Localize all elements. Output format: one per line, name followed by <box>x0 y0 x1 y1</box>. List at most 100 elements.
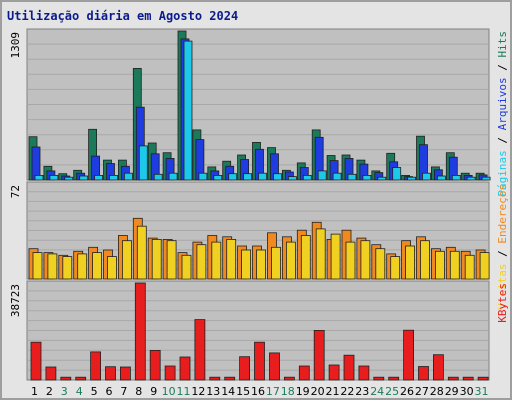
x-tick-label-day-19: 19 <box>296 385 310 398</box>
bar-pginas-day-13 <box>213 174 223 181</box>
bar-visitas-day-30 <box>464 254 475 280</box>
bar-kbytes-day-20 <box>313 329 325 381</box>
bar-visitas-day-27 <box>420 240 430 280</box>
bar-visitas-day-10 <box>166 240 177 280</box>
x-tick-label-day-18: 18 <box>281 385 295 398</box>
x-tick-label-day-4: 4 <box>76 385 83 398</box>
x-tick-label-day-9: 9 <box>150 385 157 398</box>
legend-kbytes: KBytes <box>496 283 509 323</box>
bar-pginas-day-25 <box>392 167 402 181</box>
bar-kbytes-day-11 <box>179 356 191 381</box>
x-tick-label-day-3: 3 <box>61 385 68 398</box>
panel-1-y-max-label: 72 <box>9 185 22 198</box>
bar-kbytes-day-24 <box>373 376 385 381</box>
bar-pginas-day-14 <box>228 173 238 181</box>
x-tick-label-day-26: 26 <box>400 385 414 398</box>
legend-separator: / <box>496 130 509 150</box>
bar-kbytes-day-31 <box>477 376 489 381</box>
bar-visitas-day-16 <box>256 249 266 280</box>
x-tick-label-day-15: 15 <box>236 385 250 398</box>
legend-hits: Hits <box>496 31 509 58</box>
bar-visitas-day-9 <box>151 238 162 280</box>
bar-kbytes-day-3 <box>60 376 72 381</box>
bar-pginas-day-5 <box>94 174 103 181</box>
bar-pginas-day-11 <box>183 40 193 181</box>
bar-visitas-day-3 <box>62 256 73 280</box>
bar-visitas-day-7 <box>122 240 132 280</box>
bar-visitas-day-1 <box>32 252 43 280</box>
bar-kbytes-day-5 <box>90 351 101 381</box>
x-tick-label-day-25: 25 <box>385 385 399 398</box>
x-tick-label-day-1: 1 <box>31 385 38 398</box>
bar-kbytes-day-14 <box>224 376 236 381</box>
bar-visitas-day-26 <box>405 245 416 280</box>
bar-kbytes-day-27 <box>418 366 429 381</box>
bar-visitas-day-8 <box>136 225 147 280</box>
panel-2-legend: KBytes <box>496 283 509 323</box>
bar-visitas-day-25 <box>390 256 401 280</box>
bar-kbytes-day-28 <box>432 354 444 381</box>
x-tick-label-day-8: 8 <box>135 385 142 398</box>
x-tick-label-day-13: 13 <box>206 385 220 398</box>
bar-kbytes-day-1 <box>30 341 42 381</box>
bar-visitas-day-12 <box>196 244 207 280</box>
x-tick-label-day-31: 31 <box>475 385 489 398</box>
bar-pginas-day-12 <box>198 172 208 181</box>
x-tick-label-day-29: 29 <box>445 385 459 398</box>
bar-pginas-day-24 <box>377 176 387 181</box>
x-tick-label-day-12: 12 <box>191 385 205 398</box>
x-tick-label-day-14: 14 <box>221 385 235 398</box>
bar-pginas-day-7 <box>124 172 133 181</box>
x-tick-label-day-22: 22 <box>340 385 354 398</box>
legend-separator: / <box>496 58 509 78</box>
bar-pginas-day-9 <box>153 173 163 181</box>
bar-pginas-day-27 <box>422 172 431 181</box>
bar-kbytes-day-2 <box>45 366 57 381</box>
bar-kbytes-day-17 <box>269 352 280 381</box>
bar-kbytes-day-4 <box>75 376 87 381</box>
bar-kbytes-day-25 <box>388 376 400 381</box>
bar-pginas-day-20 <box>317 170 327 181</box>
bar-pginas-day-6 <box>109 174 118 181</box>
bar-kbytes-day-29 <box>447 376 459 381</box>
bar-kbytes-day-9 <box>149 349 161 381</box>
bar-visitas-day-2 <box>47 253 58 280</box>
bar-kbytes-day-15 <box>239 356 251 381</box>
x-tick-label-day-28: 28 <box>430 385 444 398</box>
bar-visitas-day-20 <box>315 228 326 280</box>
bar-kbytes-day-12 <box>194 319 206 381</box>
bar-visitas-day-21 <box>330 233 341 280</box>
bar-pginas-day-4 <box>79 175 89 181</box>
bar-visitas-day-5 <box>92 252 102 280</box>
x-tick-label-day-21: 21 <box>326 385 340 398</box>
bar-pginas-day-2 <box>49 174 59 181</box>
x-tick-label-day-17: 17 <box>266 385 280 398</box>
bar-pginas-day-10 <box>168 172 178 181</box>
bar-visitas-day-4 <box>77 253 88 280</box>
x-tick-label-day-11: 11 <box>177 385 191 398</box>
bar-pginas-day-22 <box>347 173 357 181</box>
x-tick-label-day-24: 24 <box>370 385 384 398</box>
bar-pginas-day-28 <box>436 175 446 181</box>
x-tick-label-day-6: 6 <box>106 385 113 398</box>
bar-pginas-day-31 <box>481 176 491 181</box>
bar-pginas-day-29 <box>451 174 461 181</box>
bar-pginas-day-26 <box>407 176 417 181</box>
bar-kbytes-day-26 <box>403 329 415 381</box>
bar-visitas-day-13 <box>211 241 222 280</box>
bar-pginas-day-8 <box>138 145 148 181</box>
x-tick-label-day-20: 20 <box>311 385 325 398</box>
bar-visitas-day-28 <box>434 250 445 280</box>
x-tick-label-day-2: 2 <box>46 385 53 398</box>
bar-kbytes-day-18 <box>283 376 295 381</box>
bar-kbytes-day-7 <box>120 366 131 381</box>
bar-pginas-day-15 <box>243 173 253 181</box>
bar-kbytes-day-22 <box>343 354 355 381</box>
bar-kbytes-day-30 <box>462 376 474 381</box>
legend-separator: / <box>496 244 509 264</box>
bar-pginas-day-1 <box>34 174 44 181</box>
bar-visitas-day-29 <box>449 250 460 280</box>
x-tick-label-day-27: 27 <box>415 385 429 398</box>
